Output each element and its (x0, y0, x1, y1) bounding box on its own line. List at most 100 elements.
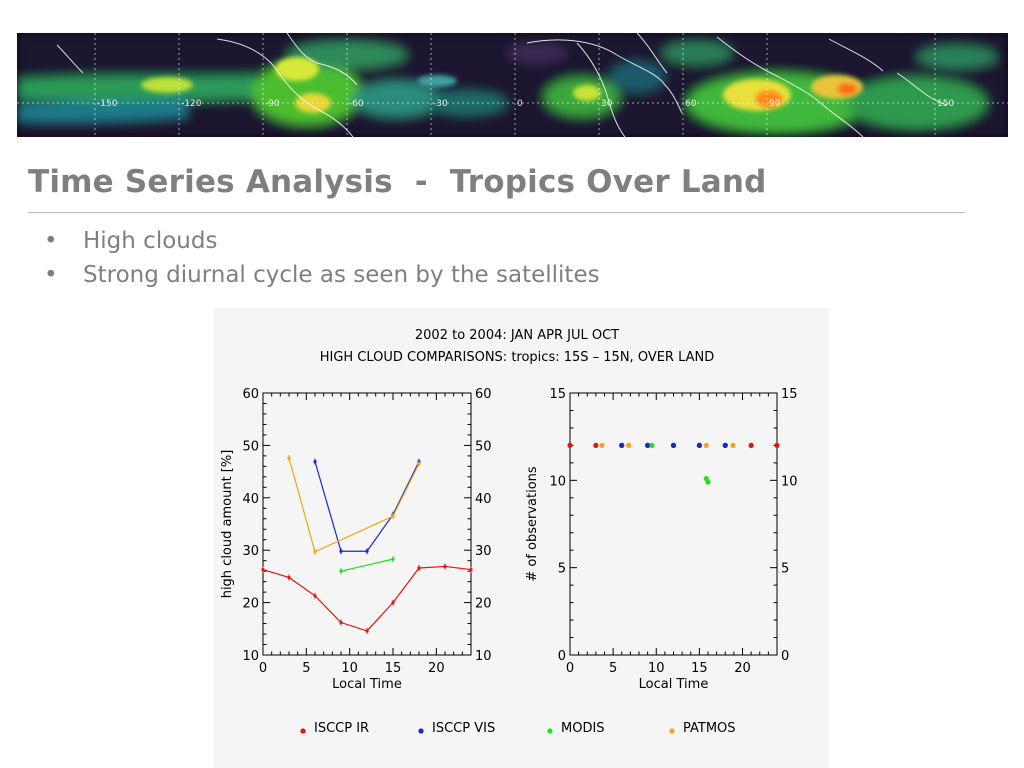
legend-label-isccp-vis: ISCCP VIS (432, 721, 495, 736)
y-tick-label: 5 (558, 562, 566, 577)
y-tick-label-right: 5 (781, 562, 789, 577)
x-tick-label: 20 (734, 661, 751, 676)
data-point-isccp-ir (287, 575, 291, 580)
y-tick-label-right: 15 (781, 387, 798, 402)
bullet-list: • High clouds • Strong diurnal cycle as se… (44, 226, 600, 294)
bullet-text: Strong diurnal cycle as seen by the sate… (83, 262, 600, 288)
series-line-patmos (288, 457, 420, 553)
y-tick-label: 20 (242, 597, 259, 612)
y-tick-label-right: 60 (475, 387, 492, 402)
longitude-label: -150 (97, 99, 118, 109)
chart-panel: 2002 to 2004: JAN APR JUL OCT HIGH CLOUD… (214, 308, 829, 768)
legend-label-patmos: PATMOS (683, 721, 736, 736)
y-tick-label: 10 (242, 649, 259, 664)
data-point-modis (705, 479, 711, 485)
slide-title: Time Series Analysis - Tropics Over Land (28, 164, 767, 200)
chart-subtitle: HIGH CLOUD COMPARISONS: tropics: 15S – 1… (320, 350, 715, 365)
x-tick-label: 0 (259, 661, 267, 676)
data-point-patmos (313, 550, 317, 554)
data-point-isccp-vis (696, 442, 702, 448)
y-tick-label: 0 (558, 649, 566, 664)
x-tick-label: 15 (691, 661, 708, 676)
longitude-label: 90 (769, 99, 781, 109)
bullet-dot-icon: • (44, 228, 58, 254)
bullet-text: High clouds (83, 228, 218, 254)
x-tick-label: 0 (566, 661, 574, 676)
high-cloud-amount-plot: 0 5 10 15 20 10 10 20 20 30 30 40 40 50 50 60 60 Local Ti… (220, 387, 492, 692)
data-point-patmos (599, 442, 605, 448)
satellite-cloud-map-banner: -150 -120 -90 -60 -30 0 30 60 90 150 (17, 33, 1008, 137)
data-point-isccp-vis (670, 442, 677, 448)
y-tick-label-right: 50 (475, 439, 492, 454)
data-point-isccp-ir (339, 620, 343, 625)
x-axis-label: Local Time (639, 677, 709, 692)
y-tick-label: 15 (549, 387, 566, 402)
bullet-item: • High clouds (44, 226, 600, 260)
data-point-isccp-ir (365, 629, 369, 633)
data-point-isccp-ir (417, 566, 421, 570)
x-tick-label: 10 (341, 661, 358, 676)
data-point-modis (391, 557, 395, 561)
data-point-modis (649, 442, 655, 448)
chart-legend: ISCCP IR ISCCP VIS MODIS PATMOS (300, 721, 736, 736)
x-axis-label: Local Time (332, 677, 402, 692)
title-divider (28, 212, 965, 213)
data-point-isccp-ir (567, 442, 573, 448)
bullet-item: • Strong diurnal cycle as seen by the sat… (44, 260, 600, 294)
data-point-patmos (391, 514, 395, 518)
y-axis-label: # of observations (525, 466, 540, 582)
data-point-patmos (703, 442, 709, 448)
legend-swatch-isccp-vis (418, 728, 424, 734)
longitude-label: -90 (265, 99, 280, 109)
legend-swatch-modis (547, 728, 553, 734)
longitude-label: 0 (517, 99, 523, 109)
y-tick-label-right: 30 (475, 544, 492, 559)
longitude-label: -60 (349, 99, 364, 109)
longitude-label: 150 (937, 99, 954, 109)
y-tick-label: 50 (242, 439, 259, 454)
data-point-isccp-ir (469, 567, 473, 572)
data-point-isccp-vis (722, 442, 728, 448)
data-point-isccp-ir (774, 442, 780, 448)
data-point-isccp-vis (339, 549, 343, 553)
x-tick-label: 20 (428, 661, 445, 676)
data-point-patmos (626, 442, 632, 448)
y-axis-label: high cloud amount [%] (220, 450, 235, 599)
data-point-patmos (417, 462, 421, 466)
data-point-isccp-vis (365, 549, 369, 553)
series-line-modis (340, 558, 394, 572)
x-tick-label: 15 (385, 661, 402, 676)
data-point-isccp-ir (748, 442, 754, 448)
y-tick-label-right: 10 (781, 474, 798, 489)
legend-swatch-isccp-ir (300, 728, 306, 734)
y-tick-label-right: 20 (475, 597, 492, 612)
y-tick-label: 60 (242, 387, 259, 402)
data-point-isccp-ir (593, 442, 599, 448)
data-point-isccp-ir (391, 601, 395, 605)
y-tick-label-right: 0 (781, 649, 789, 664)
legend-label-isccp-ir: ISCCP IR (314, 721, 369, 736)
data-point-patmos (287, 456, 291, 460)
longitude-label: 60 (685, 99, 697, 109)
x-tick-label: 5 (302, 661, 310, 676)
y-tick-label-right: 40 (475, 492, 492, 507)
y-tick-label: 40 (242, 492, 259, 507)
data-point-isccp-ir (443, 564, 447, 569)
x-tick-label: 10 (648, 661, 665, 676)
data-point-patmos (730, 442, 736, 448)
x-tick-label: 5 (609, 661, 617, 676)
y-tick-label: 30 (242, 544, 259, 559)
bullet-dot-icon: • (44, 262, 58, 288)
legend-label-modis: MODIS (561, 721, 605, 736)
y-tick-label-right: 10 (475, 649, 492, 664)
longitude-label: -30 (433, 99, 448, 109)
data-point-isccp-ir (313, 594, 317, 598)
data-point-modis (339, 569, 343, 573)
data-point-isccp-vis (619, 442, 625, 448)
data-point-isccp-vis (313, 460, 317, 464)
chart-title: 2002 to 2004: JAN APR JUL OCT (415, 328, 619, 343)
longitude-label: -120 (181, 99, 202, 109)
legend-swatch-patmos (669, 728, 675, 734)
y-tick-label: 10 (549, 474, 566, 489)
